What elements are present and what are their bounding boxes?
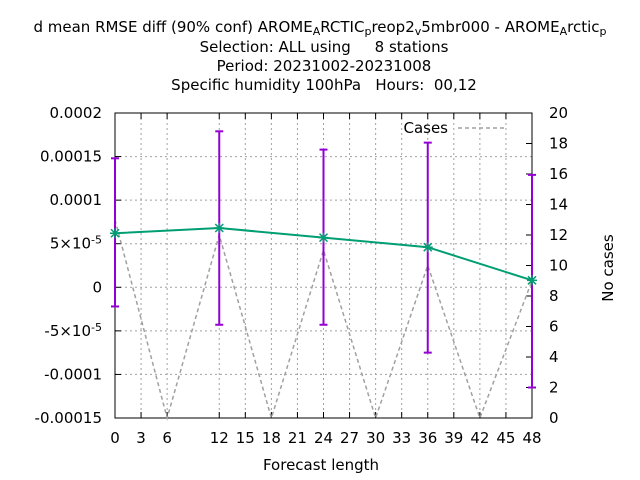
chart-title: d mean RMSE diff (90% conf) AROMEARCTICp… xyxy=(33,18,606,94)
x-tick-label: 33 xyxy=(392,429,411,447)
y-tick-label: 0.00015 xyxy=(40,148,102,166)
rmse-diff-series xyxy=(110,130,537,389)
title-segment: RCTIC xyxy=(320,18,364,36)
y-tick-label: -0.00015 xyxy=(35,409,102,427)
legend-label-cases: Cases xyxy=(403,119,448,137)
data-point xyxy=(527,275,537,286)
data-point xyxy=(422,242,433,253)
y2-tick-label: 8 xyxy=(549,287,559,305)
y-axis: -0.00015 -0.0001 -5×10-5 0 5×10-5 0.0001 0.000… xyxy=(35,104,121,427)
x-tick-label: 12 xyxy=(210,429,229,447)
title-subscript: A xyxy=(313,25,321,38)
y2-tick-label: 2 xyxy=(549,379,559,397)
x-tick-label: 21 xyxy=(288,429,307,447)
x-tick-label: 42 xyxy=(470,429,489,447)
title-line-3: Period: 20231002-20231008 xyxy=(217,57,432,75)
y2-tick-label: 14 xyxy=(549,196,568,214)
data-point xyxy=(318,232,329,243)
title-subscript: A xyxy=(560,25,568,38)
x-tick-label: 30 xyxy=(366,429,385,447)
y2-tick-label: 20 xyxy=(549,104,568,122)
x-tick-label: 18 xyxy=(262,429,281,447)
title-segment: d mean RMSE diff (90% conf) AROME xyxy=(33,18,312,36)
y2-tick-label: 18 xyxy=(549,135,568,153)
x-tick-label: 39 xyxy=(444,429,463,447)
x-axis: 0 3 6 12 15 18 21 24 27 30 33 36 39 42 45 48 xyxy=(110,113,542,447)
y2-tick-label: 6 xyxy=(549,318,559,336)
title-segment: reop2 xyxy=(371,18,414,36)
x-axis-label: Forecast length xyxy=(263,456,379,474)
y-tick-label: -5×10-5 xyxy=(44,321,102,340)
y2-tick-label: 4 xyxy=(549,348,559,366)
y-tick-label: 0 xyxy=(92,278,102,296)
y-tick-label: -0.0001 xyxy=(44,365,102,383)
legend: Cases xyxy=(403,119,506,137)
title-subscript: p xyxy=(600,25,607,38)
title-line-1: d mean RMSE diff (90% conf) AROMEARCTICp… xyxy=(33,18,606,38)
y2-axis: 0 2 4 6 8 10 12 14 16 18 20 xyxy=(526,104,568,427)
data-point xyxy=(110,228,120,239)
y2-tick-label: 10 xyxy=(549,257,568,275)
y-tick-label: 5×10-5 xyxy=(50,234,102,253)
y-tick-label: 0.0002 xyxy=(50,104,103,122)
data-point xyxy=(214,223,225,234)
y2-axis-label: No cases xyxy=(599,234,617,302)
x-tick-label: 0 xyxy=(110,429,120,447)
x-tick-label: 36 xyxy=(418,429,437,447)
title-segment: 5mbr000 - AROME xyxy=(421,18,559,36)
y2-tick-label: 16 xyxy=(549,165,568,183)
x-tick-label: 6 xyxy=(162,429,172,447)
y-tick-label: 0.0001 xyxy=(50,191,103,209)
title-subscript: v xyxy=(415,25,422,38)
y2-tick-label: 12 xyxy=(549,226,568,244)
x-tick-label: 48 xyxy=(522,429,541,447)
title-segment: rctic xyxy=(567,18,599,36)
x-tick-label: 3 xyxy=(136,429,146,447)
x-tick-label: 45 xyxy=(496,429,515,447)
title-line-4: Specific humidity 100hPa Hours: 00,12 xyxy=(171,76,477,94)
x-tick-label: 27 xyxy=(340,429,359,447)
x-tick-label: 15 xyxy=(236,429,255,447)
cases-line xyxy=(114,219,533,421)
x-tick-label: 24 xyxy=(314,429,333,447)
title-subscript: p xyxy=(364,25,371,38)
title-line-2: Selection: ALL using 8 stations xyxy=(200,38,449,56)
y2-tick-label: 0 xyxy=(549,409,559,427)
cases-series xyxy=(114,219,533,421)
